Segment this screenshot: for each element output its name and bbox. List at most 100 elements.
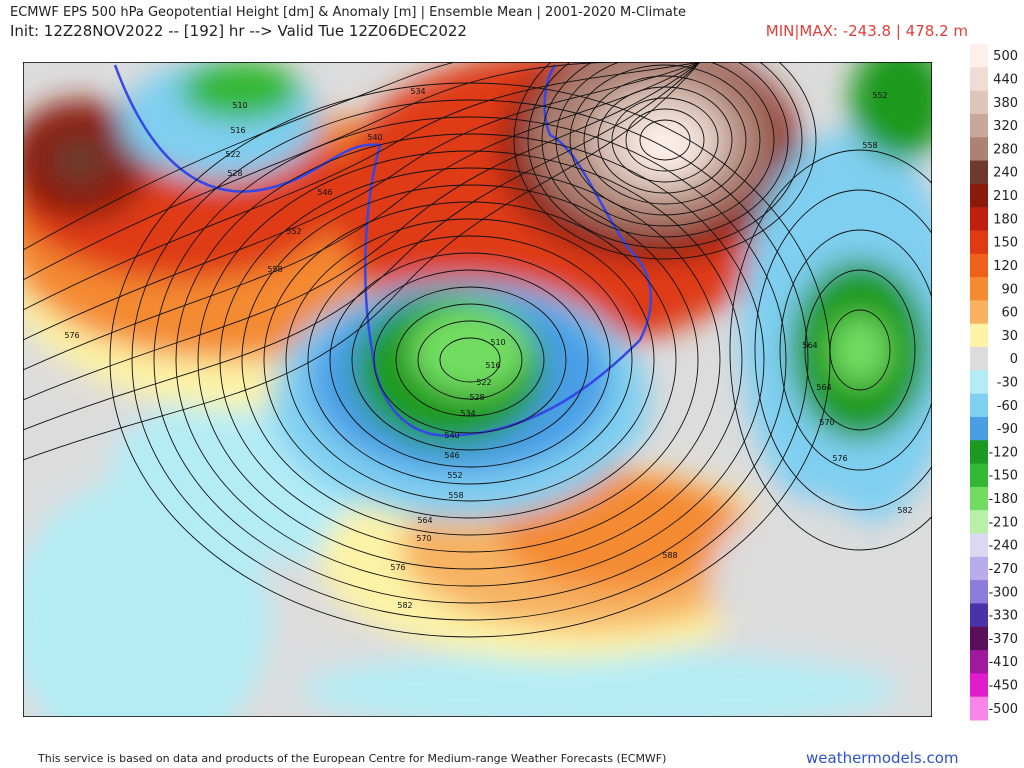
colorbar-label: 320 (993, 119, 1018, 134)
colorbar-swatch (970, 510, 988, 535)
colorbar-swatch (970, 533, 988, 558)
height-contour (569, 64, 761, 216)
min-max: MIN|MAX: -243.8 | 478.2 m (765, 22, 968, 40)
contour-label: 558 (267, 265, 282, 274)
height-contour (351, 269, 589, 451)
colorbar-swatch (970, 556, 988, 581)
height-contour (541, 62, 789, 238)
colorbar-swatch (970, 486, 988, 511)
colorbar-swatch (970, 323, 988, 348)
colorbar-swatch (970, 90, 988, 115)
height-contour (829, 309, 891, 391)
colorbar-swatch (970, 160, 988, 185)
contour-label: 534 (460, 409, 475, 418)
colorbar-swatch (970, 137, 988, 162)
height-contour (527, 62, 803, 249)
colorbar-swatch (970, 603, 988, 628)
contour-label: 552 (872, 91, 887, 100)
contour-label: 558 (862, 141, 877, 150)
contour-label: 516 (230, 126, 245, 135)
contour-label: 558 (448, 491, 463, 500)
colorbar-swatch (970, 393, 988, 418)
field (23, 62, 932, 717)
height-contour (611, 97, 719, 183)
height-contour (804, 269, 916, 431)
height-contour (395, 303, 545, 417)
colorbar-swatch (970, 44, 988, 68)
contour-label: 564 (417, 516, 432, 525)
height-contour (754, 189, 932, 511)
height-contour (417, 320, 523, 400)
colorbar: 500 440 380 320 280 240 210 180 150 120 90 60 30 0 -30… (970, 44, 1018, 721)
colorbar-swatch (970, 696, 988, 721)
height-contour (153, 116, 787, 604)
colorbar-label: -120 (988, 445, 1018, 460)
colorbar-label: -60 (997, 399, 1018, 414)
site-link[interactable]: weathermodels.com (806, 749, 959, 767)
height-contour (131, 99, 809, 621)
contour-label: 546 (444, 451, 459, 460)
colorbar-swatch (970, 673, 988, 698)
contour-label: 582 (397, 601, 412, 610)
height-contour (729, 149, 932, 551)
colorbar-swatch (970, 113, 988, 138)
height-contour (779, 229, 932, 471)
contour-label: 552 (447, 471, 462, 480)
colorbar-label: -270 (988, 562, 1018, 577)
height-contour (373, 286, 567, 434)
colorbar-swatch (970, 207, 988, 231)
height-contour (639, 119, 691, 161)
colorbar-label: 440 (993, 72, 1018, 87)
contour-label: 510 (490, 338, 505, 347)
colorbar-swatch (970, 580, 988, 604)
contour-label: 588 (662, 551, 677, 560)
height-contour (23, 62, 701, 371)
height-contour (23, 62, 700, 251)
colorbar-swatch (970, 183, 988, 208)
height-contour (23, 62, 701, 341)
contour-label: 570 (416, 534, 431, 543)
colorbar-label: -240 (988, 539, 1018, 554)
height-contour (285, 218, 655, 502)
contour-label: 510 (232, 101, 247, 110)
title: ECMWF EPS 500 hPa Geopotential Height [d… (10, 5, 686, 20)
colorbar-label: -450 (988, 679, 1018, 694)
colorbar-swatch (970, 626, 988, 651)
colorbar-label: 210 (993, 189, 1018, 204)
contour-label: 576 (832, 454, 847, 463)
contour-label: 564 (816, 383, 831, 392)
contour-label: 576 (390, 563, 405, 572)
colorbar-label: 90 (1001, 282, 1018, 297)
footer-notice: This service is based on data and produc… (38, 752, 667, 765)
height-contour (625, 108, 705, 172)
colorbar-swatch (970, 416, 988, 441)
colorbar-swatch (970, 67, 988, 92)
colorbar-swatch (970, 347, 988, 371)
colorbar-swatch (970, 300, 988, 325)
subtitle: Init: 12Z28NOV2022 -- [192] hr --> Valid… (10, 22, 467, 40)
height-contour (241, 184, 699, 536)
colorbar-label: 240 (993, 166, 1018, 181)
colorbar-label: -410 (988, 655, 1018, 670)
colorbar-swatch (970, 277, 988, 301)
height-contour (23, 62, 701, 431)
contour-label: 522 (225, 150, 240, 159)
height-contour (23, 62, 701, 311)
colorbar-label: -30 (997, 376, 1018, 391)
colorbar-label: -150 (988, 469, 1018, 484)
contour-label: 540 (444, 431, 459, 440)
colorbar-label: 500 (993, 49, 1018, 64)
colorbar-label: -300 (988, 585, 1018, 600)
colorbar-swatch (970, 463, 988, 488)
height-contour (23, 62, 701, 401)
contour-label: 570 (819, 418, 834, 427)
height-contour (329, 252, 611, 468)
colorbar-label: 60 (1001, 306, 1018, 321)
height-contour (307, 235, 633, 485)
height-contour (597, 86, 733, 194)
contour-label: 582 (897, 506, 912, 515)
height-contour (197, 150, 743, 570)
contour-label: 546 (317, 188, 332, 197)
colorbar-label: -90 (997, 422, 1018, 437)
